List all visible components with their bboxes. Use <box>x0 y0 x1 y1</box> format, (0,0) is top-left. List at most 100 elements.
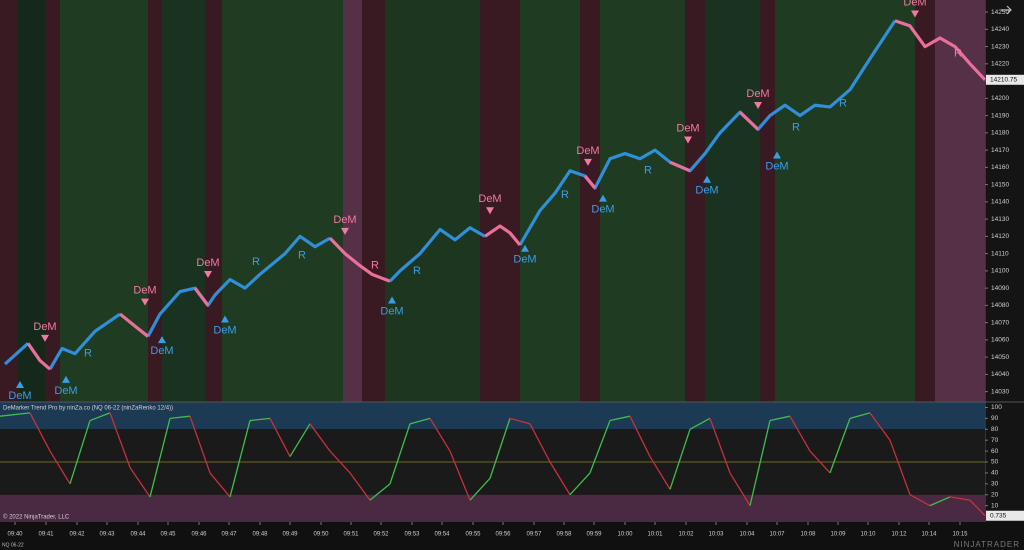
oscillator-line <box>909 494 931 507</box>
oscillator-line <box>609 415 631 422</box>
signal-marker <box>754 101 762 109</box>
oscillator-line <box>729 472 751 506</box>
signal-marker <box>141 298 149 306</box>
reversal-label: R <box>644 165 652 177</box>
signal-marker <box>41 334 49 342</box>
y-tick-label: 80 <box>991 426 999 433</box>
signal-label: DeM <box>695 185 718 197</box>
signal-marker <box>911 10 919 18</box>
oscillator-line <box>689 417 711 430</box>
trend-band <box>775 0 915 402</box>
signal-label: DeM <box>380 305 403 317</box>
signal-label: DeM <box>676 122 699 134</box>
x-tick-label: 09:55 <box>465 532 481 538</box>
price-line <box>193 287 210 307</box>
y-tick-label: 14160 <box>991 164 1009 171</box>
oscillator-line <box>249 417 271 422</box>
x-tick-label: 09:43 <box>99 532 115 538</box>
y-tick-label: 14090 <box>991 285 1009 292</box>
y-tick-label: 14230 <box>991 43 1009 50</box>
signal-label: DeM <box>478 193 501 205</box>
oscillator-line <box>549 461 571 496</box>
oscillator-line <box>309 423 331 452</box>
y-tick-label: 14050 <box>991 354 1009 361</box>
oscillator-line <box>769 415 791 422</box>
x-tick-label: 09:45 <box>160 532 176 538</box>
price-line <box>48 312 121 371</box>
trend-band <box>205 0 222 402</box>
signal-label: DeM <box>746 88 769 100</box>
axis-panel <box>985 0 1024 522</box>
reversal-label: R <box>413 265 421 277</box>
x-tick-label: 09:53 <box>404 532 420 538</box>
y-tick-label: 14070 <box>991 319 1009 326</box>
price-line <box>388 226 486 283</box>
x-tick-label: 10:04 <box>739 532 755 538</box>
last-value-box <box>986 74 1024 85</box>
x-tick-label: 10:09 <box>830 532 846 538</box>
oscillator-line <box>969 499 986 517</box>
trend-band <box>162 0 205 402</box>
x-tick-label: 10:00 <box>617 532 633 538</box>
last-value-label: 14210.75 <box>990 77 1017 84</box>
signal-marker <box>158 336 166 344</box>
scroll-icon[interactable] <box>1001 5 1012 15</box>
price-line <box>146 234 331 338</box>
oscillator-line <box>149 418 171 498</box>
y-tick-label: 14150 <box>991 181 1009 188</box>
signal-label: DeM <box>8 390 31 402</box>
y-tick-label: 14060 <box>991 337 1009 344</box>
oscillator-line <box>669 429 691 490</box>
x-tick-label: 09:40 <box>7 532 23 538</box>
trend-band <box>343 0 362 402</box>
oscillator-line <box>289 423 311 457</box>
y-tick-label: 30 <box>991 481 999 488</box>
reversal-label: R <box>954 47 962 59</box>
y-tick-label: 14040 <box>991 371 1009 378</box>
y-tick-label: 14140 <box>991 199 1009 206</box>
oscillator-line <box>89 412 111 422</box>
oscillator-line <box>409 417 431 425</box>
reversal-label: R <box>252 256 260 268</box>
signal-marker <box>486 207 494 215</box>
y-tick-label: 90 <box>991 415 999 422</box>
signal-marker <box>773 151 781 159</box>
signal-marker <box>584 158 592 166</box>
signal-label: DeM <box>133 285 156 297</box>
signal-marker <box>703 175 711 183</box>
last-value-box <box>986 510 1024 521</box>
x-tick-label: 10:07 <box>769 532 785 538</box>
y-tick-label: 14030 <box>991 388 1009 395</box>
indicator-title: DeMarker Trend Pro by ninZa.co (NQ 06-22… <box>3 406 173 412</box>
oscillator-line <box>629 415 651 457</box>
x-tick-label: 09:51 <box>343 532 359 538</box>
y-tick-label: 14180 <box>991 130 1009 137</box>
trend-band <box>935 0 985 402</box>
x-tick-label: 09:47 <box>221 532 237 538</box>
oscillator-line <box>229 420 251 498</box>
x-tick-label: 10:12 <box>891 532 907 538</box>
trend-band <box>600 0 685 402</box>
signal-label: DeM <box>513 254 536 266</box>
oscillator-line <box>329 450 351 474</box>
oscillator-line <box>389 423 411 485</box>
oscillator-line <box>949 496 971 501</box>
y-tick-label: 70 <box>991 437 999 444</box>
signal-marker <box>62 375 70 383</box>
signal-marker <box>204 271 212 279</box>
x-tick-label: 09:52 <box>373 532 389 538</box>
trend-band <box>480 0 520 402</box>
oscillator-line <box>649 456 671 490</box>
reversal-label: R <box>84 348 92 360</box>
oscillator-line <box>69 420 91 485</box>
price-line <box>669 160 691 173</box>
x-tick-label: 09:42 <box>69 532 85 538</box>
x-tick-label: 10:10 <box>860 532 876 538</box>
oscillator-line <box>809 450 831 474</box>
oscillator-line <box>509 417 531 425</box>
x-tick-label: 10:08 <box>800 532 816 538</box>
y-tick-label: 14190 <box>991 112 1009 119</box>
oscillator-line <box>429 418 451 452</box>
